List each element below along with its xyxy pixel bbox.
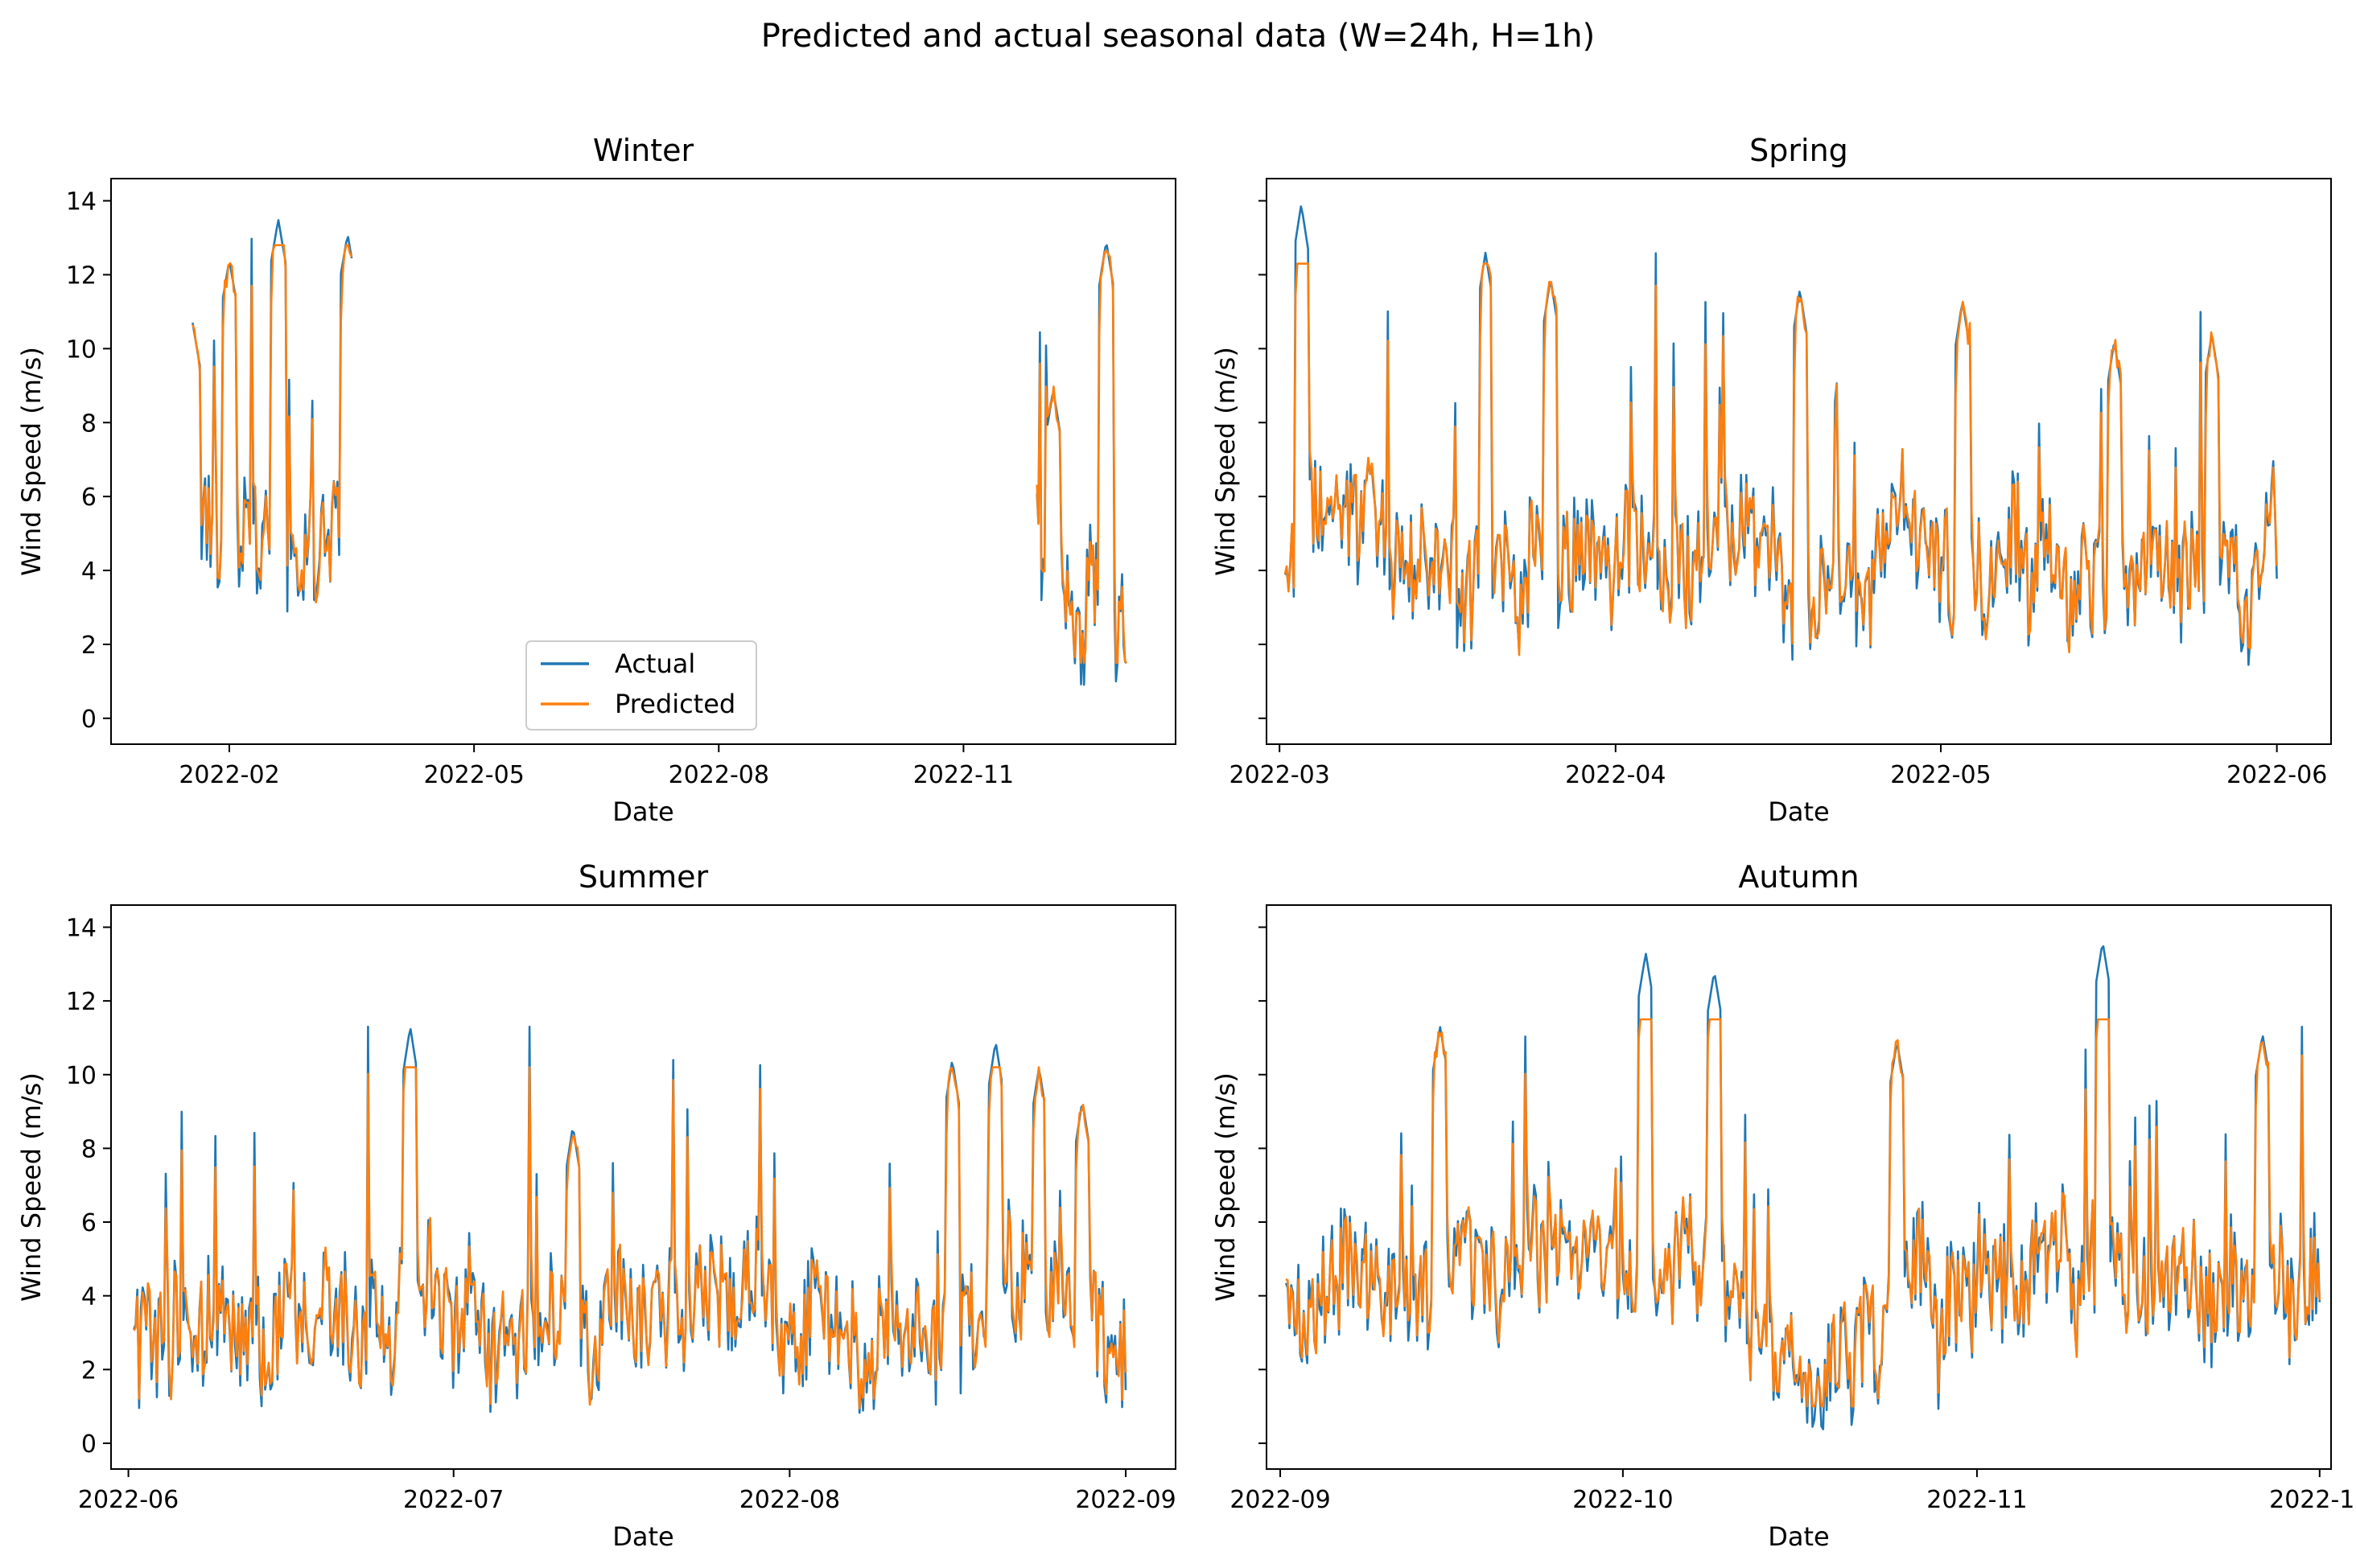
winter-ytick-label-14: 14 [66, 188, 97, 216]
winter-legend-label-predicted: Predicted [615, 689, 735, 719]
summer-ytick-label-12: 12 [66, 988, 97, 1016]
winter-ytick-label-2: 2 [81, 632, 97, 660]
winter-ylabel: Wind Speed (m/s) [16, 347, 47, 576]
winter-xtick-label-1: 2022-05 [423, 761, 524, 789]
summer-xtick-label-2: 2022-08 [739, 1486, 840, 1514]
summer-ytick-label-14: 14 [66, 914, 97, 942]
summer-ylabel: Wind Speed (m/s) [16, 1072, 47, 1302]
autumn-xtick-label-0: 2022-09 [1229, 1486, 1330, 1514]
summer-title: Summer [579, 859, 709, 895]
spring-title: Spring [1749, 133, 1848, 168]
winter-title: Winter [593, 133, 694, 168]
autumn-lines [1284, 945, 2321, 1430]
winter-legend-label-actual: Actual [615, 648, 695, 679]
spring-axes-frame [1266, 178, 2332, 745]
winter-xtick-label-3: 2022-11 [913, 761, 1014, 789]
spring-xlabel: Date [1768, 796, 1829, 827]
summer-panel: 0 2 4 6 8 10 12 14 2022-06 2022-07 2022-08 2022-09 S… [16, 859, 1176, 1552]
winter-lines [192, 219, 1127, 686]
autumn-xtick-label-2: 2022-11 [1926, 1486, 2027, 1514]
winter-predicted-line-1 [1036, 249, 1127, 665]
autumn-xlabel: Date [1768, 1521, 1829, 1552]
winter-ytick-label-6: 6 [81, 484, 97, 512]
summer-ytick-label-0: 0 [81, 1430, 97, 1459]
summer-ytick-label-4: 4 [81, 1283, 97, 1311]
summer-ytick-label-8: 8 [81, 1135, 97, 1163]
summer-xtick-label-0: 2022-06 [78, 1486, 179, 1514]
winter-ytick-label-10: 10 [66, 335, 97, 364]
spring-xtick-label-3: 2022-06 [2226, 761, 2327, 789]
winter-xtick-label-0: 2022-02 [179, 761, 279, 789]
spring-predicted-line-0 [1283, 262, 2278, 656]
autumn-panel: 2022-09 2022-10 2022-11 2022-12 Autumn Date Wi… [1210, 859, 2356, 1552]
summer-predicted-line-0 [133, 1066, 1127, 1410]
winter-xlabel: Date [612, 796, 673, 827]
summer-lines [133, 1025, 1127, 1414]
spring-ylabel: Wind Speed (m/s) [1210, 347, 1241, 576]
winter-ytick-label-12: 12 [66, 261, 97, 290]
summer-ytick-label-10: 10 [66, 1062, 97, 1090]
spring-xtick-label-1: 2022-04 [1565, 761, 1666, 789]
autumn-ylabel: Wind Speed (m/s) [1210, 1072, 1241, 1302]
winter-ytick-label-8: 8 [81, 409, 97, 438]
autumn-axes-frame [1266, 904, 2332, 1470]
figure-title: Predicted and actual seasonal data (W=24… [761, 18, 1595, 55]
summer-xtick-label-3: 2022-09 [1075, 1486, 1176, 1514]
summer-xlabel: Date [612, 1521, 673, 1552]
summer-ytick-label-6: 6 [81, 1209, 97, 1237]
winter-axes-frame [110, 178, 1176, 745]
winter-xtick-label-2: 2022-08 [669, 761, 769, 789]
winter-ytick-label-0: 0 [81, 706, 97, 734]
winter-ytick-label-4: 4 [81, 558, 97, 586]
panels: 0 2 4 6 8 10 12 14 2022-02 2022-05 2022-08 2022-11 W… [16, 133, 2356, 1552]
spring-xtick-label-0: 2022-03 [1229, 761, 1329, 789]
summer-axes-frame [110, 904, 1176, 1470]
summer-ytick-label-2: 2 [81, 1356, 97, 1385]
winter-legend: Actual Predicted [525, 640, 757, 730]
autumn-title: Autumn [1738, 859, 1859, 895]
winter-panel: 0 2 4 6 8 10 12 14 2022-02 2022-05 2022-08 2022-11 W… [16, 133, 1176, 827]
autumn-xtick-label-3: 2022-12 [2269, 1486, 2356, 1514]
spring-lines [1283, 205, 2278, 666]
summer-xtick-label-1: 2022-07 [403, 1486, 504, 1514]
autumn-predicted-line-0 [1285, 1018, 2321, 1408]
autumn-xtick-label-1: 2022-10 [1572, 1486, 1673, 1514]
spring-panel: 2022-03 2022-04 2022-05 2022-06 Spring Date Wi… [1210, 133, 2332, 827]
winter-predicted-line-0 [192, 244, 353, 603]
spring-xtick-label-2: 2022-05 [1890, 761, 1991, 789]
